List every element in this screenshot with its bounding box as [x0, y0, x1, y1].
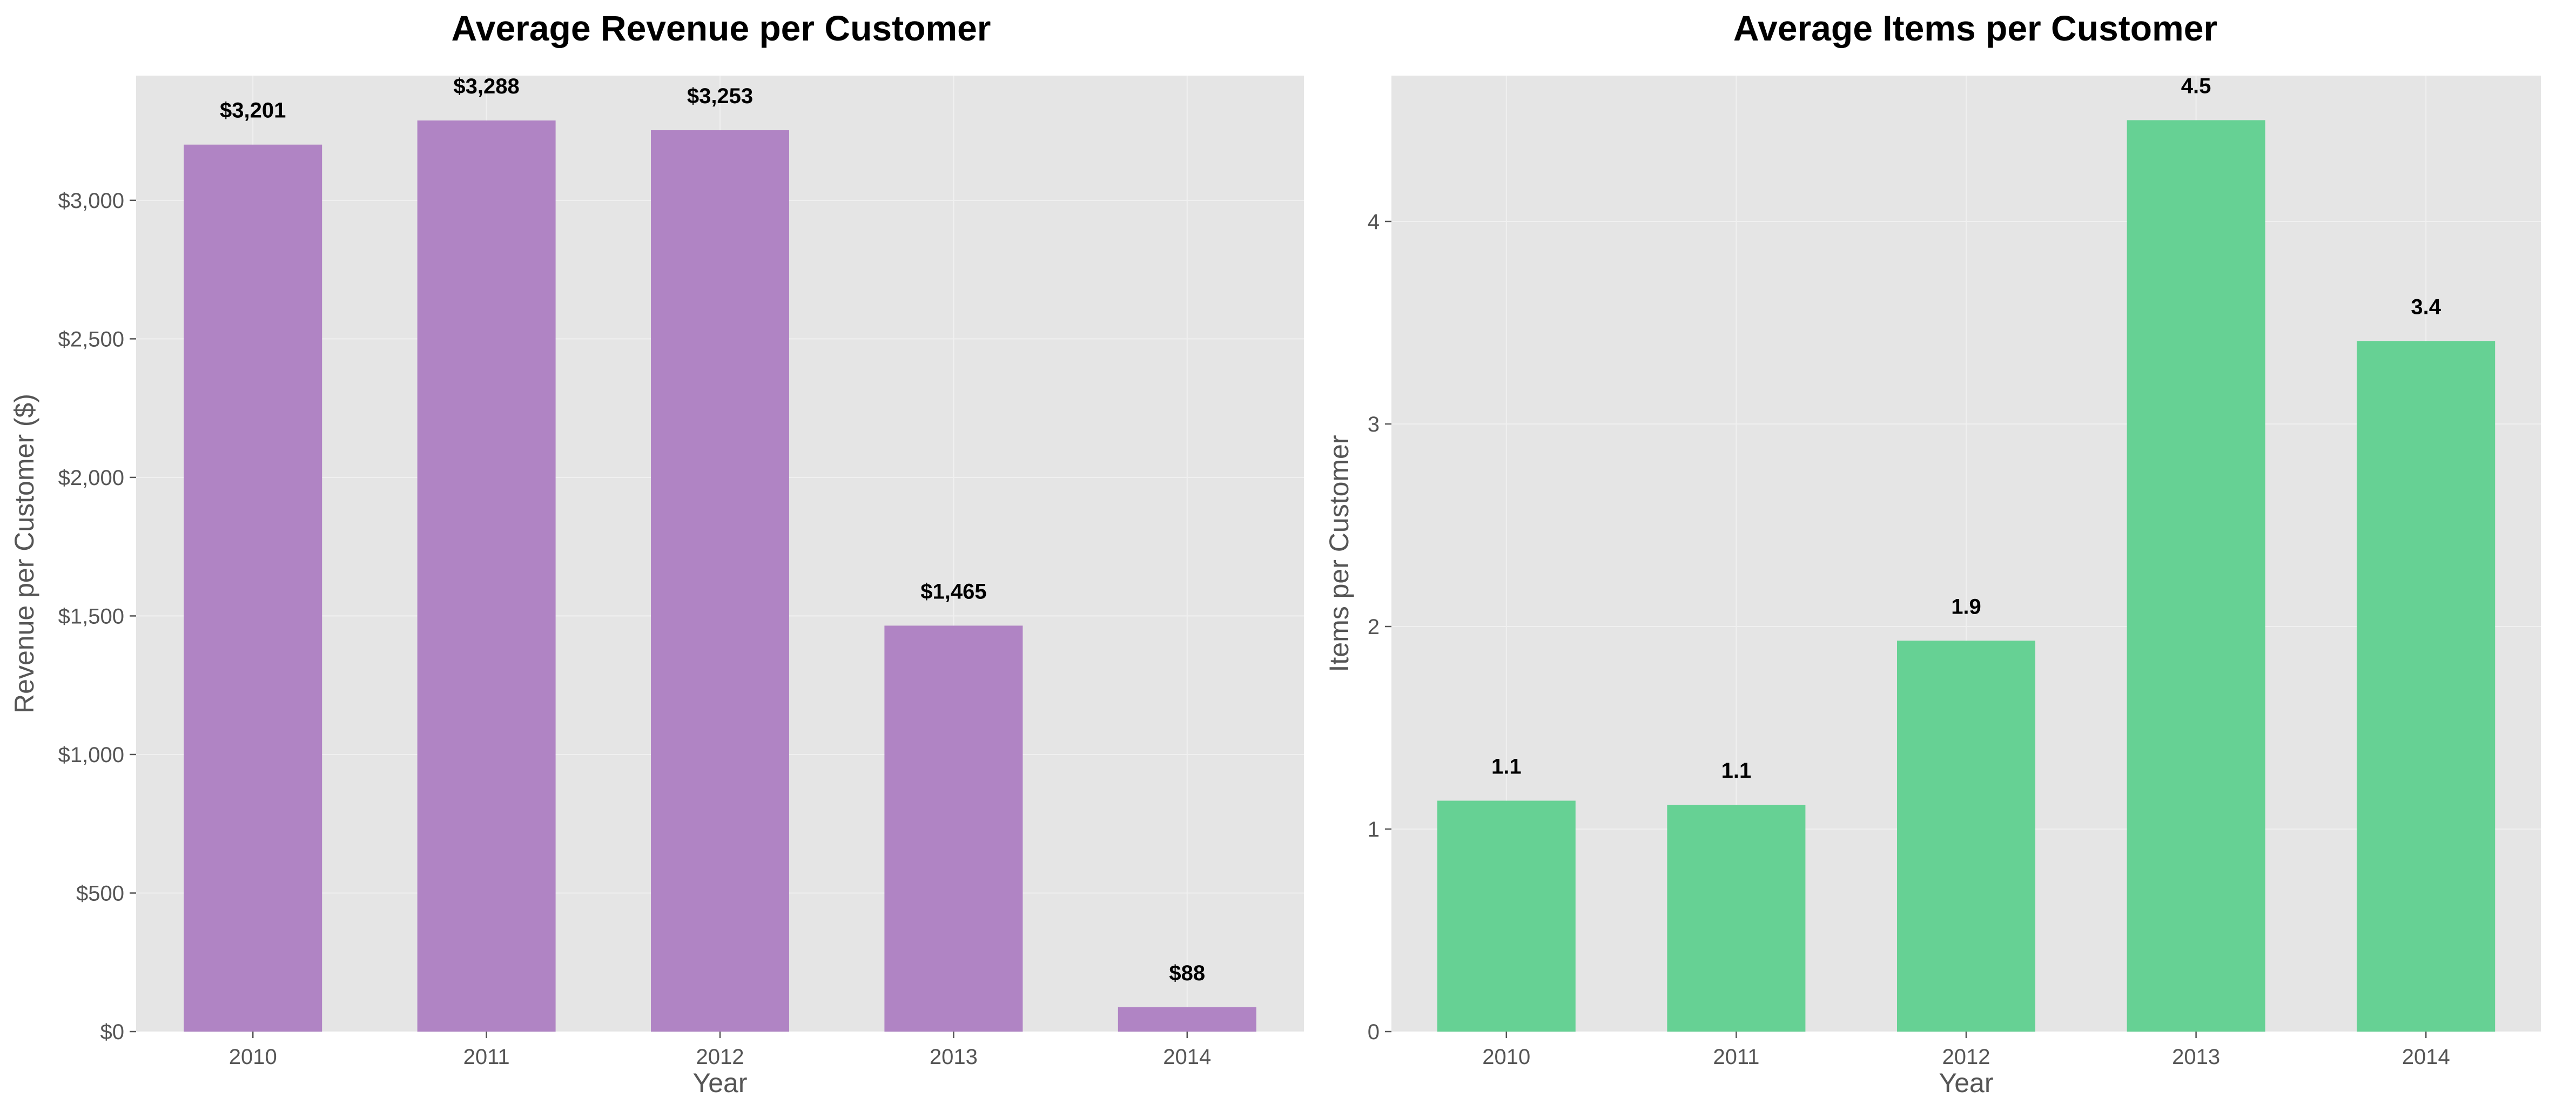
- data-label-2014: $88: [1169, 961, 1205, 985]
- x-tick-label: 2012: [696, 1045, 744, 1069]
- data-label-2013: $1,465: [920, 580, 986, 603]
- y-tick-label: $2,500: [58, 327, 124, 351]
- data-label-2012: $3,253: [687, 84, 753, 108]
- y-tick-label: $3,000: [58, 189, 124, 213]
- y-tick-label: 0: [1368, 1020, 1380, 1044]
- bar-2010: [184, 144, 322, 1032]
- y-tick-label: 2: [1368, 615, 1380, 639]
- bar-2012: [651, 130, 789, 1032]
- y-tick-label: $0: [100, 1020, 125, 1044]
- bar-2012: [1897, 641, 2035, 1032]
- chart-title: Average Revenue per Customer: [452, 8, 991, 48]
- y-tick-label: 4: [1368, 210, 1380, 234]
- chart-title: Average Items per Customer: [1733, 8, 2217, 48]
- bar-2013: [884, 625, 1023, 1032]
- y-tick-label: $1,500: [58, 604, 124, 628]
- data-label-2010: $3,201: [220, 99, 286, 123]
- data-label-2010: 1.1: [1491, 755, 1522, 779]
- x-tick-label: 2010: [229, 1045, 277, 1069]
- x-tick-label: 2012: [1942, 1045, 1990, 1069]
- bar-2013: [2127, 120, 2265, 1032]
- items-chart: 0 1 2 3 4 1.1 2010 1.1 2011 1.9 2012 4.5 2013 3.4 2014…: [1324, 8, 2541, 1098]
- data-label-2011: $3,288: [453, 75, 519, 98]
- data-label-2012: 1.9: [1951, 595, 1981, 618]
- bar-2010: [1437, 800, 1576, 1032]
- revenue-chart: $0 $500 $1,000 $1,500 $2,000 $2,500 $3,000 $3,2…: [9, 8, 1304, 1098]
- y-tick-label: $500: [76, 881, 124, 905]
- y-axis-label: Revenue per Customer ($): [9, 394, 39, 713]
- bar-2014: [1118, 1007, 1256, 1032]
- x-tick-label: 2014: [1163, 1045, 1211, 1069]
- y-tick-label: $2,000: [58, 466, 124, 490]
- bar-2014: [2357, 341, 2496, 1032]
- bar-2011: [417, 120, 556, 1032]
- data-label-2013: 4.5: [2181, 75, 2211, 98]
- y-tick-label: 3: [1368, 413, 1380, 436]
- data-label-2011: 1.1: [1721, 759, 1752, 783]
- y-axis-label: Items per Customer: [1324, 435, 1354, 672]
- x-tick-label: 2011: [1713, 1045, 1759, 1069]
- y-tick-label: $1,000: [58, 743, 124, 767]
- bar-2011: [1667, 805, 1806, 1032]
- y-tick-label: 1: [1368, 818, 1380, 841]
- x-axis-label: Year: [692, 1068, 747, 1098]
- x-tick-label: 2013: [930, 1045, 978, 1069]
- x-tick-label: 2010: [1482, 1045, 1530, 1069]
- x-tick-label: 2011: [463, 1045, 510, 1069]
- data-label-2014: 3.4: [2411, 295, 2441, 319]
- x-axis-label: Year: [1939, 1068, 1993, 1098]
- x-tick-label: 2014: [2402, 1045, 2450, 1069]
- x-tick-label: 2013: [2172, 1045, 2220, 1069]
